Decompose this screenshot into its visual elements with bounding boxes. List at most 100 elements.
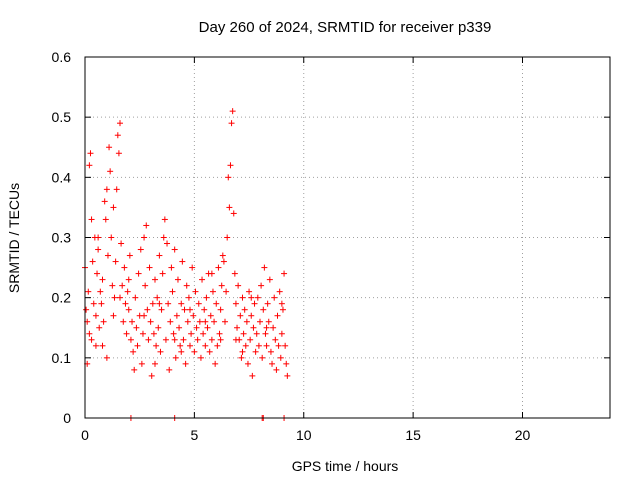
data-point <box>258 282 265 289</box>
data-point <box>158 306 165 313</box>
data-point <box>278 300 285 307</box>
data-point <box>96 324 103 331</box>
data-point <box>193 324 200 331</box>
data-point <box>117 294 123 301</box>
y-axis-label: SRMTID / TECUs <box>6 183 22 293</box>
data-point <box>90 300 97 307</box>
data-point <box>89 258 96 265</box>
data-point <box>200 330 207 337</box>
y-tick-label: 0.6 <box>52 49 72 65</box>
data-point <box>97 288 104 295</box>
data-point <box>230 210 237 217</box>
data-point <box>155 324 162 331</box>
data-point <box>232 300 239 307</box>
data-point <box>275 342 282 349</box>
data-point <box>156 300 163 307</box>
x-tick-label: 10 <box>296 427 312 443</box>
y-tick-label: 0.5 <box>52 109 72 125</box>
data-point <box>121 264 128 271</box>
data-point <box>283 360 290 367</box>
data-point <box>201 306 208 313</box>
data-point <box>131 366 138 373</box>
data-point <box>243 318 250 325</box>
data-point <box>144 306 151 313</box>
data-point <box>228 120 235 127</box>
data-point <box>161 216 168 223</box>
data-point <box>134 342 141 349</box>
data-point <box>235 282 242 289</box>
data-point <box>241 306 248 313</box>
data-point <box>162 336 169 343</box>
data-point <box>281 270 288 277</box>
data-point <box>166 366 173 373</box>
data-point <box>132 294 139 301</box>
x-tick-label: 15 <box>405 427 421 443</box>
data-point <box>190 312 197 319</box>
data-point <box>147 318 154 325</box>
data-point <box>124 288 131 295</box>
data-point <box>169 288 176 295</box>
data-point <box>118 240 125 247</box>
data-point <box>232 336 239 343</box>
data-point <box>92 342 99 349</box>
data-point <box>206 348 213 355</box>
data-point <box>135 270 142 277</box>
data-point <box>129 318 136 325</box>
data-point <box>215 264 222 271</box>
data-point <box>209 288 216 295</box>
data-point <box>276 288 283 295</box>
data-point <box>277 354 284 361</box>
data-point <box>218 282 225 289</box>
data-point <box>248 312 255 319</box>
data-point <box>160 234 167 241</box>
data-point <box>263 342 270 349</box>
data-point <box>264 300 271 307</box>
data-point <box>85 288 92 295</box>
data-point <box>145 336 152 343</box>
data-point <box>108 234 115 241</box>
data-point <box>188 330 195 337</box>
data-point <box>86 162 93 169</box>
data-point <box>265 318 272 325</box>
data-point <box>224 234 231 241</box>
data-point <box>178 300 185 307</box>
data-point <box>220 258 227 265</box>
data-point <box>130 348 137 355</box>
data-point <box>244 360 251 367</box>
data-point <box>103 354 110 361</box>
data-point <box>223 288 230 295</box>
data-point <box>262 330 269 337</box>
data-point <box>216 330 223 337</box>
data-point <box>152 276 158 283</box>
x-axis-label: GPS time / hours <box>292 458 399 474</box>
data-point <box>100 318 107 325</box>
x-tick-label: 5 <box>190 427 198 443</box>
data-point <box>187 342 193 349</box>
data-point <box>203 294 210 301</box>
data-point <box>87 150 94 157</box>
data-point <box>95 234 102 241</box>
data-point <box>103 186 110 193</box>
data-point <box>226 204 233 211</box>
data-point <box>119 282 126 289</box>
data-point <box>260 306 267 313</box>
data-point <box>125 276 132 283</box>
data-point <box>110 312 117 319</box>
data-point <box>101 198 108 205</box>
data-point <box>217 306 224 313</box>
data-point <box>110 204 117 211</box>
y-tick-label: 0.1 <box>52 350 72 366</box>
data-point <box>99 276 106 283</box>
data-point <box>157 348 164 355</box>
data-point <box>246 288 253 295</box>
data-point <box>211 318 218 325</box>
data-point <box>126 252 133 259</box>
data-point <box>180 336 187 343</box>
data-point <box>263 324 270 331</box>
data-point <box>152 360 158 367</box>
data-point <box>240 330 247 337</box>
data-point <box>154 294 161 301</box>
data-point <box>202 318 209 325</box>
y-tick-label: 0 <box>63 410 71 426</box>
grid-lines <box>85 57 610 418</box>
